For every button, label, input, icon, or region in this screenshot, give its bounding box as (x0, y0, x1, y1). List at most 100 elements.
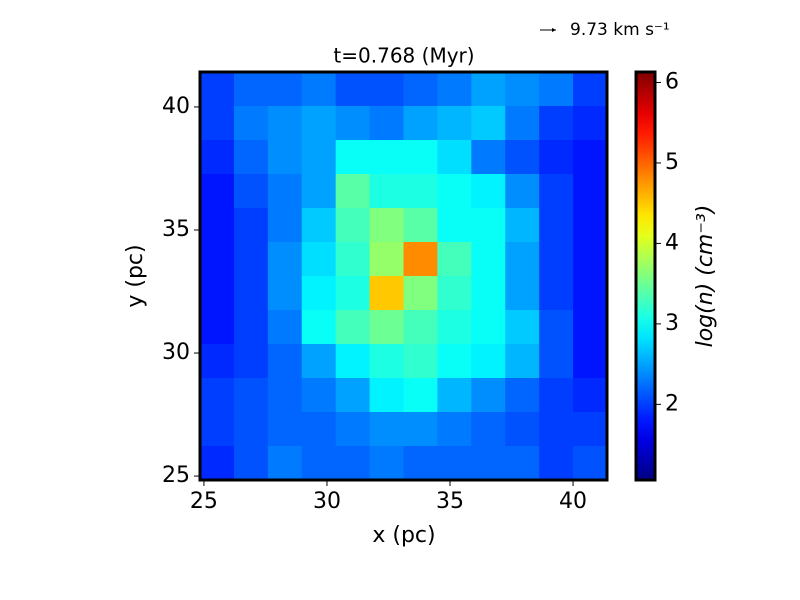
x-tick-label: 40 (559, 489, 587, 514)
heatmap-cell (505, 140, 540, 175)
heatmap-cell (267, 446, 303, 481)
heatmap-cell (437, 446, 472, 481)
colorbar (634, 70, 657, 482)
heatmap-cell (573, 412, 608, 447)
heatmap-cell (573, 72, 608, 107)
heatmap-cell (369, 446, 404, 481)
heatmap-cell (573, 174, 608, 209)
heatmap-cell (573, 446, 608, 481)
heatmap-cell (233, 242, 269, 277)
heatmap-cell (301, 174, 337, 209)
heatmap-cell (403, 174, 438, 209)
heatmap-cell (539, 106, 574, 141)
heatmap-cell (335, 140, 371, 175)
heatmap-cell (539, 208, 574, 243)
heatmap (200, 72, 608, 481)
heatmap-cell (369, 72, 404, 107)
heatmap-cell (539, 310, 574, 345)
x-tick-label: 30 (313, 489, 341, 514)
heatmap-cell (573, 310, 608, 345)
heatmap-cell (437, 412, 472, 447)
heatmap-cell (403, 242, 438, 277)
heatmap-cell (233, 378, 269, 413)
y-tick-label: 30 (162, 340, 190, 365)
heatmap-cell (200, 276, 235, 311)
heatmap-cell (403, 140, 438, 175)
heatmap-cell (437, 378, 472, 413)
heatmap-cell (505, 276, 540, 311)
heatmap-cell (505, 208, 540, 243)
heatmap-cell (233, 174, 269, 209)
axes-frame (198, 70, 609, 482)
heatmap-cell (471, 106, 506, 141)
heatmap-cell (505, 174, 540, 209)
heatmap-cell (539, 242, 574, 277)
colorbar-tick-label: 4 (665, 230, 679, 255)
heatmap-cell (437, 140, 472, 175)
heatmap-cell (335, 344, 371, 379)
heatmap-cell (471, 412, 506, 447)
quiver-key-label: 9.73 km s⁻¹ (570, 20, 670, 40)
heatmap-cell (233, 310, 269, 345)
heatmap-cell (403, 446, 438, 481)
heatmap-cell (573, 140, 608, 175)
heatmap-cell (335, 242, 371, 277)
heatmap-cell (233, 140, 269, 175)
heatmap-cell (471, 140, 506, 175)
heatmap-cell (369, 344, 404, 379)
heatmap-cell (301, 378, 337, 413)
heatmap-cell (301, 72, 337, 107)
heatmap-cell (573, 106, 608, 141)
heatmap-cell (267, 412, 303, 447)
heatmap-cell (437, 72, 472, 107)
heatmap-cell (301, 106, 337, 141)
heatmap-cell (267, 174, 303, 209)
heatmap-cell (335, 310, 371, 345)
heatmap-cell (437, 242, 472, 277)
heatmap-cell (301, 310, 337, 345)
heatmap-cell (471, 378, 506, 413)
heatmap-cell (267, 378, 303, 413)
heatmap-cell (403, 276, 438, 311)
heatmap-cell (539, 378, 574, 413)
heatmap-cell (369, 140, 404, 175)
heatmap-cell (539, 140, 574, 175)
heatmap-cell (437, 276, 472, 311)
heatmap-cell (301, 140, 337, 175)
heatmap-cell (505, 446, 540, 481)
heatmap-cell (335, 174, 371, 209)
heatmap-cell (335, 378, 371, 413)
heatmap-cell (267, 242, 303, 277)
heatmap-cell (335, 412, 371, 447)
heatmap-cell (539, 344, 574, 379)
heatmap-cell (233, 412, 269, 447)
heatmap-cell (505, 242, 540, 277)
heatmap-cell (233, 208, 269, 243)
heatmap-cell (301, 412, 337, 447)
heatmap-cell (233, 106, 269, 141)
heatmap-cell (301, 208, 337, 243)
heatmap-cell (505, 412, 540, 447)
y-tick-label: 35 (162, 217, 190, 242)
x-tick-label: 35 (436, 489, 464, 514)
heatmap-cell (471, 446, 506, 481)
heatmap-cell (267, 106, 303, 141)
heatmap-cell (301, 242, 337, 277)
chart-title: t=0.768 (Myr) (333, 44, 474, 68)
heatmap-cell (505, 72, 540, 107)
colorbar-tick-label: 2 (665, 391, 679, 416)
heatmap-cell (539, 446, 574, 481)
x-tick-label: 25 (190, 489, 218, 514)
heatmap-cell (200, 412, 235, 447)
heatmap-cell (573, 378, 608, 413)
heatmap-cell (437, 174, 472, 209)
heatmap-cell (369, 242, 404, 277)
y-axis-label: y (pc) (123, 244, 148, 307)
heatmap-cell (437, 310, 472, 345)
heatmap-cell (301, 344, 337, 379)
heatmap-cell (403, 72, 438, 107)
heatmap-cell (200, 72, 235, 107)
heatmap-cell (200, 140, 235, 175)
